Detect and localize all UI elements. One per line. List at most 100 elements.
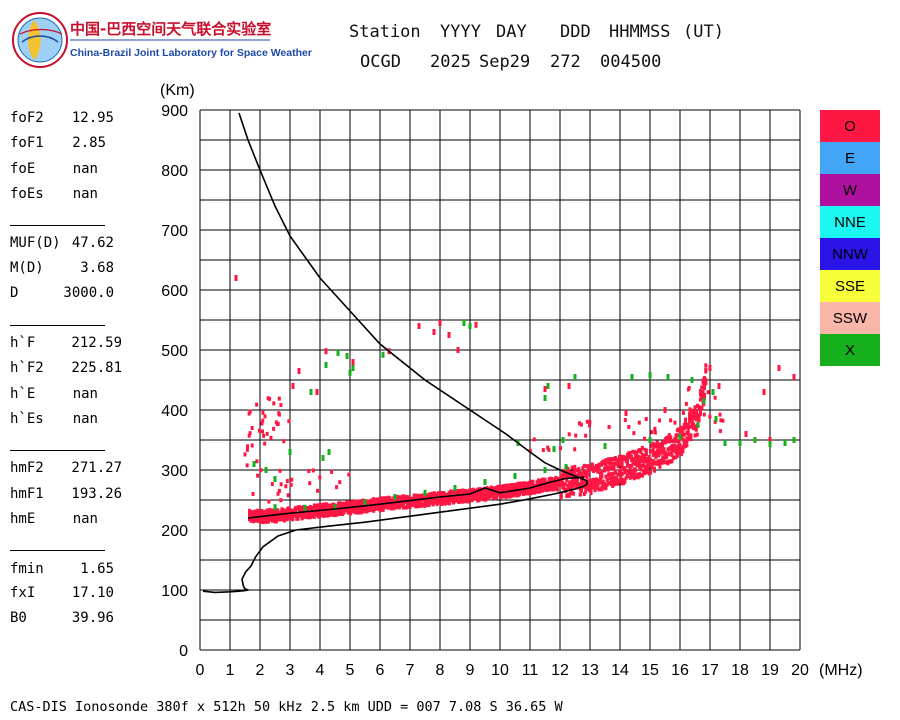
- echo-point: [297, 368, 301, 374]
- x-tick-label: 5: [346, 662, 355, 679]
- echo-point: [662, 457, 666, 462]
- echo-point: [677, 451, 681, 456]
- echo-point: [392, 505, 396, 510]
- echo-point: [638, 464, 642, 469]
- echo-point: [393, 494, 397, 500]
- echo-point: [685, 443, 689, 448]
- echo-point: [609, 461, 613, 466]
- echo-point: [423, 489, 427, 496]
- echo-point: [589, 478, 593, 483]
- param-value: 3000.0: [63, 285, 114, 301]
- echo-point: [702, 402, 706, 407]
- chart-marks: [202, 112, 796, 594]
- echo-point: [351, 365, 355, 371]
- legend-item: SSE: [820, 270, 880, 302]
- echo-point: [350, 499, 354, 504]
- echo-point: [762, 389, 766, 395]
- echo-point: [261, 418, 265, 423]
- param-label: h`E: [10, 386, 36, 402]
- echo-point: [702, 383, 706, 388]
- echo-point: [257, 428, 261, 433]
- echo-point: [573, 447, 577, 452]
- echo-point: [273, 504, 277, 511]
- trace-line: [247, 476, 585, 519]
- echo-point: [290, 477, 294, 482]
- echo-point: [661, 455, 665, 460]
- echo-point: [640, 445, 644, 450]
- echo-point: [619, 468, 623, 473]
- echo-point: [685, 439, 689, 444]
- echo-point: [644, 448, 648, 453]
- chart-grid: [199, 109, 801, 651]
- echo-point: [639, 455, 643, 460]
- echo-point: [721, 418, 725, 423]
- echo-point: [597, 467, 601, 472]
- param-value: 212.59: [71, 335, 122, 351]
- param-label: hmF2: [10, 460, 44, 476]
- echo-point: [547, 447, 551, 452]
- x-tick-label: 17: [701, 662, 719, 679]
- echo-point: [619, 458, 623, 463]
- echo-point: [314, 512, 318, 517]
- echo-point: [607, 480, 611, 485]
- echo-point: [424, 497, 428, 502]
- echo-point: [608, 472, 612, 477]
- echo-point: [630, 454, 634, 459]
- echo-point: [438, 499, 442, 504]
- echo-point: [738, 440, 742, 446]
- header-time-value: 004500: [600, 52, 662, 72]
- globe-icon: [12, 12, 68, 68]
- echo-point: [365, 509, 369, 514]
- echo-point: [252, 519, 256, 524]
- echo-point: [324, 348, 328, 355]
- echo-point: [272, 401, 276, 406]
- echo-point: [682, 438, 686, 443]
- param-value: nan: [72, 511, 98, 527]
- echo-point: [569, 486, 573, 491]
- echo-point: [541, 448, 545, 453]
- echo-point: [588, 423, 592, 428]
- echo-point: [612, 466, 616, 471]
- echo-point: [650, 461, 654, 466]
- echo-point: [592, 468, 596, 473]
- param-value: 3.68: [80, 260, 114, 276]
- echo-point: [279, 515, 283, 520]
- echo-point: [713, 395, 717, 400]
- echo-point: [686, 422, 690, 427]
- echo-point: [603, 443, 607, 449]
- echo-point: [637, 420, 641, 425]
- legend-item: W: [820, 174, 880, 206]
- echo-point: [579, 422, 583, 427]
- echo-point: [704, 377, 708, 382]
- echo-point: [261, 410, 265, 415]
- echo-point: [559, 473, 563, 478]
- echo-point: [250, 425, 254, 430]
- echo-point: [650, 464, 654, 469]
- echo-point: [567, 493, 571, 498]
- echo-point: [678, 449, 682, 454]
- echo-point: [255, 459, 259, 464]
- echo-point: [674, 436, 678, 441]
- echo-point: [266, 519, 270, 524]
- echo-point: [581, 465, 585, 470]
- echo-point: [670, 453, 674, 458]
- param-label: foEs: [10, 186, 44, 202]
- x-tick-label: 0: [196, 662, 205, 679]
- echo-point: [696, 422, 700, 428]
- y-tick-label: 100: [161, 583, 188, 600]
- echo-point: [603, 482, 607, 487]
- header-label-day: DAY: [496, 22, 527, 42]
- echo-point: [555, 484, 559, 489]
- echo-point: [264, 467, 268, 473]
- echo-point: [613, 457, 617, 462]
- echo-point: [659, 449, 663, 454]
- axis-ticks: 0 1 2 3 4 5 6 7 8 9 10 11 12 13 14 15 16 17 18 19 2001002003…: [161, 103, 809, 679]
- echo-point: [577, 470, 581, 475]
- header-label-time: HHMMSS: [609, 22, 671, 42]
- echo-point: [704, 381, 708, 386]
- echo-point: [589, 485, 593, 490]
- echo-point: [631, 457, 635, 462]
- echo-point: [561, 476, 565, 481]
- echo-point: [604, 486, 608, 491]
- echo-point: [562, 473, 566, 478]
